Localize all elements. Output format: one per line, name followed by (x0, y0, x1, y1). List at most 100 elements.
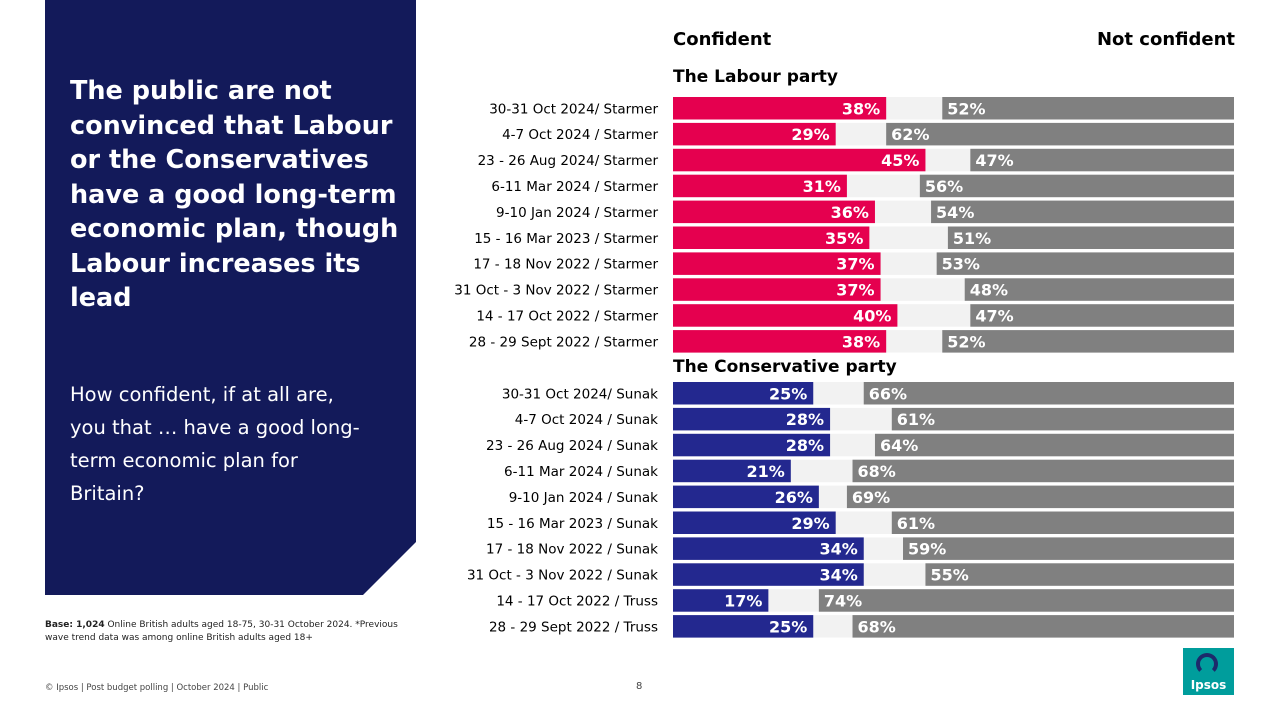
bar-not-confident (863, 382, 1234, 405)
bar-confident (673, 252, 881, 275)
title-panel (45, 0, 416, 595)
bar-confident (673, 511, 836, 534)
bar-not-confident (964, 278, 1234, 301)
value-label-confident: 29% (791, 125, 829, 144)
legend-not-confident: Not confident (1096, 29, 1235, 50)
value-label-confident: 40% (853, 306, 891, 325)
bar-not-confident (970, 304, 1234, 327)
bar-not-confident (903, 537, 1234, 560)
bar-not-confident (891, 511, 1234, 534)
logo-mark-icon (1196, 653, 1218, 675)
legend-confident: Confident (673, 29, 772, 50)
bar-not-confident (970, 148, 1234, 172)
section-title-labour: The Labour party (673, 67, 838, 87)
bar-not-confident (891, 407, 1234, 431)
category-label: 14 - 17 Oct 2022 / Truss (496, 593, 658, 609)
base-label: Base: 1,024 (45, 620, 105, 630)
value-label-confident: 34% (819, 540, 857, 559)
bar-confident (673, 615, 814, 638)
value-label-not-confident: 64% (880, 436, 918, 455)
value-label-not-confident: 52% (947, 99, 985, 118)
category-label: 23 - 26 Aug 2024/ Starmer (478, 153, 659, 169)
bar-confident (673, 382, 814, 405)
bar-not-confident (846, 485, 1234, 509)
bar-not-confident (818, 589, 1234, 612)
category-label: 17 - 18 Nov 2022 / Starmer (473, 257, 658, 273)
bar-confident (673, 200, 875, 224)
bar-confident (673, 563, 864, 586)
bar-confident (673, 278, 881, 301)
value-label-confident: 25% (769, 384, 807, 403)
category-label: 30-31 Oct 2024/ Sunak (502, 386, 658, 402)
category-label: 17 - 18 Nov 2022 / Sunak (486, 542, 658, 558)
bar-not-confident (852, 459, 1234, 483)
value-label-confident: 25% (769, 617, 807, 636)
bar-confident (673, 485, 819, 509)
bar-not-confident (874, 433, 1234, 457)
value-label-confident: 17% (724, 591, 762, 610)
bar-not-confident (886, 122, 1234, 146)
value-label-confident: 21% (747, 462, 785, 481)
bar-confident (673, 407, 831, 431)
bar-not-confident (942, 97, 1234, 120)
category-label: 6-11 Mar 2024 / Starmer (491, 179, 658, 195)
value-label-confident: 31% (803, 177, 841, 196)
value-label-not-confident: 47% (975, 306, 1013, 325)
bar-confident (673, 226, 870, 249)
value-label-not-confident: 61% (897, 410, 935, 429)
value-label-not-confident: 51% (953, 229, 991, 248)
value-label-confident: 28% (786, 410, 824, 429)
category-label: 15 - 16 Mar 2023 / Starmer (474, 231, 658, 247)
bar-confident (673, 148, 926, 172)
category-label: 15 - 16 Mar 2023 / Sunak (487, 516, 658, 532)
bar-confident (673, 459, 791, 483)
value-label-confident: 34% (819, 566, 857, 585)
bar-not-confident (852, 615, 1234, 638)
value-label-not-confident: 61% (897, 514, 935, 533)
bar-not-confident (919, 174, 1234, 198)
bar-confident (673, 589, 769, 612)
value-label-not-confident: 48% (970, 281, 1008, 300)
value-label-not-confident: 55% (930, 566, 968, 585)
bar-not-confident (925, 563, 1234, 586)
value-label-confident: 37% (836, 281, 874, 300)
bar-confident (673, 304, 898, 327)
value-label-confident: 28% (786, 436, 824, 455)
value-label-not-confident: 69% (852, 488, 890, 507)
value-label-not-confident: 62% (891, 125, 929, 144)
value-label-confident: 29% (791, 514, 829, 533)
value-label-not-confident: 54% (936, 203, 974, 222)
bar-not-confident (947, 226, 1234, 249)
category-label: 28 - 29 Sept 2022 / Starmer (469, 334, 659, 350)
ipsos-logo: Ipsos (1183, 648, 1234, 695)
value-label-not-confident: 53% (942, 255, 980, 274)
category-label: 14 - 17 Oct 2022 / Starmer (476, 308, 658, 324)
value-label-confident: 38% (842, 332, 880, 351)
page-number: 8 (636, 681, 643, 692)
value-label-not-confident: 59% (908, 540, 946, 559)
category-label: 9-10 Jan 2024 / Starmer (496, 205, 658, 221)
category-label: 30-31 Oct 2024/ Starmer (489, 101, 658, 117)
category-label: 9-10 Jan 2024 / Sunak (509, 490, 658, 506)
value-label-confident: 26% (775, 488, 813, 507)
logo-text: Ipsos (1190, 678, 1227, 692)
category-label: 4-7 Oct 2024 / Starmer (502, 127, 658, 143)
category-label: 6-11 Mar 2024 / Sunak (504, 464, 658, 480)
bar-not-confident (942, 330, 1234, 353)
value-label-confident: 36% (831, 203, 869, 222)
value-label-not-confident: 74% (824, 591, 862, 610)
question-text: How confident, if at all are, you that …… (70, 383, 360, 505)
category-label: 31 Oct - 3 Nov 2022 / Starmer (454, 283, 658, 299)
bar-confident (673, 433, 831, 457)
value-label-confident: 35% (825, 229, 863, 248)
section-title-conservative: The Conservative party (673, 357, 897, 377)
category-label: 28 - 29 Sept 2022 / Truss (489, 619, 658, 635)
category-label: 23 - 26 Aug 2024 / Sunak (486, 438, 658, 454)
value-label-confident: 45% (881, 151, 919, 170)
category-label: 4-7 Oct 2024 / Sunak (515, 412, 658, 428)
base-text: Online British adults aged 18-75, 30-31 … (45, 620, 398, 643)
value-label-confident: 37% (836, 255, 874, 274)
bar-confident (673, 174, 847, 198)
value-label-not-confident: 56% (925, 177, 963, 196)
